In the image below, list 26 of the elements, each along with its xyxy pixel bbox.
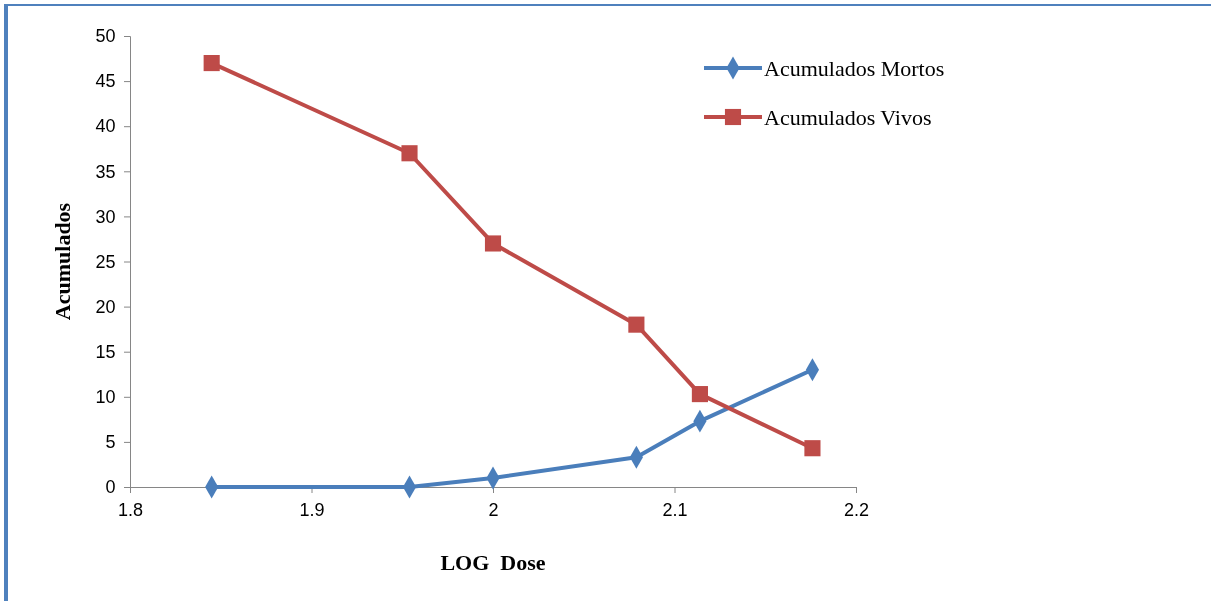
y-tick-label: 30 xyxy=(95,206,116,227)
y-tick-label: 40 xyxy=(95,116,116,137)
x-tick-label: 2.2 xyxy=(843,499,870,520)
point xyxy=(203,55,220,72)
point xyxy=(484,235,502,252)
legend-label: Acumulados Mortos xyxy=(764,55,945,81)
y-tick-label: 20 xyxy=(95,296,116,317)
y-tick-label: 50 xyxy=(95,26,116,47)
point xyxy=(691,386,708,403)
y-axis-title: Acumulados xyxy=(50,202,75,321)
x-tick-label: 1.8 xyxy=(117,499,144,520)
point xyxy=(628,316,645,333)
y-tick-label: 0 xyxy=(105,477,116,498)
point xyxy=(401,145,418,162)
y-tick-label: 10 xyxy=(95,387,116,408)
y-tick-label: 45 xyxy=(95,71,116,92)
x-axis-title: LOG Dose xyxy=(440,550,546,575)
y-tick-label: 15 xyxy=(95,341,116,362)
y-tick-label: 25 xyxy=(95,251,116,272)
x-tick-label: 2.1 xyxy=(662,499,688,520)
point xyxy=(804,440,821,457)
y-tick-label: 5 xyxy=(105,432,116,453)
x-tick-label: 2 xyxy=(488,499,499,520)
x-tick-label: 1.9 xyxy=(299,499,325,520)
legend-label: Acumulados Vivos xyxy=(764,104,932,130)
y-tick-label: 35 xyxy=(95,161,116,182)
